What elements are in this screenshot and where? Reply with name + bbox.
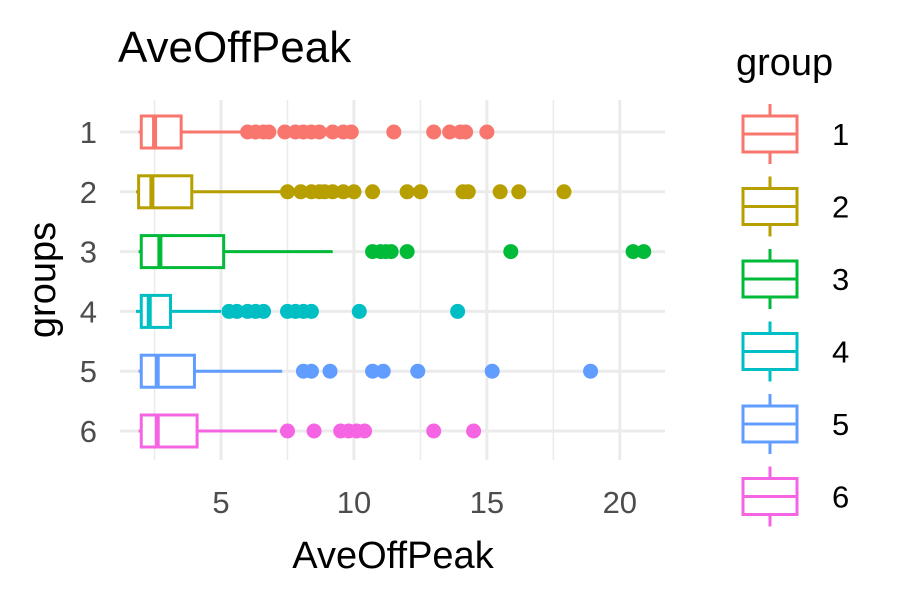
box-iqr	[137, 174, 194, 210]
outlier-point	[335, 184, 351, 200]
legend-label: 4	[832, 335, 849, 370]
outlier-point	[492, 184, 508, 200]
box-group-5	[138, 353, 599, 389]
outlier-point	[410, 363, 426, 379]
x-tick-label: 15	[470, 485, 504, 520]
legend-label: 1	[832, 117, 849, 152]
chart-title: AveOffPeak	[118, 23, 352, 72]
legend-item-3: 3	[741, 249, 849, 309]
outlier-point	[279, 184, 295, 200]
y-tick-label: 6	[80, 414, 97, 449]
box-iqr	[139, 353, 196, 389]
outlier-point	[322, 363, 338, 379]
outlier-point	[466, 423, 482, 439]
outlier-point	[375, 363, 391, 379]
legend-item-4: 4	[741, 321, 849, 382]
box-group-2	[135, 174, 572, 210]
outlier-point	[426, 423, 442, 439]
legend: 1 2 3 4 5 6	[741, 104, 849, 527]
outlier-point	[303, 363, 319, 379]
x-tick-label: 5	[212, 485, 229, 520]
outlier-point	[426, 124, 442, 140]
outlier-point	[306, 423, 322, 439]
y-tick-label: 4	[80, 294, 97, 329]
box-iqr	[139, 114, 183, 150]
axes: 1 2 3 4 5 6 5 10 15 20	[80, 115, 637, 520]
x-tick-label: 20	[603, 485, 637, 520]
outlier-point	[261, 124, 277, 140]
y-tick-label: 5	[80, 354, 97, 389]
outlier-point	[450, 303, 466, 319]
outlier-point	[625, 244, 641, 260]
legend-title: group	[736, 42, 833, 84]
outlier-point	[412, 184, 428, 200]
outlier-point	[365, 184, 381, 200]
legend-label: 3	[832, 262, 849, 297]
outlier-point	[293, 184, 309, 200]
legend-item-6: 6	[741, 466, 849, 527]
outlier-point	[442, 124, 458, 140]
y-tick-label: 3	[80, 235, 97, 270]
box-iqr	[139, 293, 173, 329]
legend-label: 5	[832, 407, 849, 442]
legend-item-2: 2	[741, 176, 849, 237]
outlier-point	[325, 184, 341, 200]
outlier-point	[458, 124, 474, 140]
outlier-point	[583, 363, 599, 379]
y-tick-label: 1	[80, 115, 97, 150]
legend-label: 6	[832, 480, 849, 515]
outlier-point	[303, 303, 319, 319]
outlier-point	[357, 423, 373, 439]
box-group-6	[138, 413, 482, 449]
outlier-point	[311, 124, 327, 140]
outlier-point	[460, 184, 476, 200]
outlier-point	[479, 124, 495, 140]
outlier-point	[229, 303, 245, 319]
outlier-point	[279, 423, 295, 439]
outlier-point	[636, 244, 652, 260]
outlier-point	[277, 124, 293, 140]
x-axis-title: AveOffPeak	[292, 535, 494, 577]
outlier-point	[365, 363, 381, 379]
legend-item-1: 1	[741, 104, 849, 164]
outlier-point	[325, 124, 341, 140]
outlier-point	[399, 244, 415, 260]
outlier-point	[351, 303, 367, 319]
box-iqr	[139, 413, 199, 449]
outlier-point	[511, 184, 527, 200]
outlier-point	[346, 184, 362, 200]
outlier-point	[256, 303, 272, 319]
outlier-point	[383, 244, 399, 260]
box-iqr	[139, 234, 226, 270]
grid-lines	[120, 100, 665, 460]
box-group-3	[138, 234, 652, 270]
box-group-4	[135, 293, 466, 329]
y-tick-label: 2	[80, 175, 97, 210]
outlier-point	[556, 184, 572, 200]
outlier-point	[399, 184, 415, 200]
outlier-point	[503, 244, 519, 260]
boxplot-series	[135, 114, 652, 449]
outlier-point	[343, 124, 359, 140]
legend-label: 2	[832, 190, 849, 225]
x-tick-label: 10	[337, 485, 371, 520]
outlier-point	[386, 124, 402, 140]
outlier-point	[484, 363, 500, 379]
legend-item-5: 5	[741, 394, 849, 454]
box-group-1	[138, 114, 495, 150]
y-axis-title: groups	[22, 222, 64, 338]
